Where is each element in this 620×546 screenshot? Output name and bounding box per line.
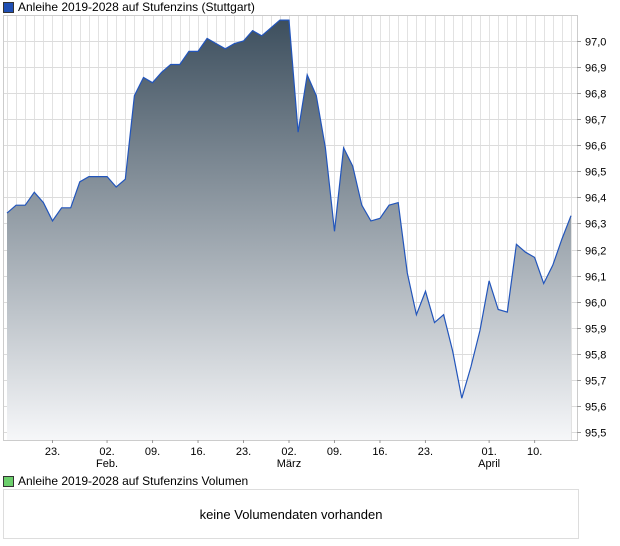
y-tick-label: 96,9 [585,63,606,75]
x-month-label: Feb. [96,458,118,470]
price-legend: Anleihe 2019-2028 auf Stufenzins (Stuttg… [3,0,255,14]
x-tick-label: 01. [481,446,496,458]
x-tick-label: 09. [327,446,342,458]
price-legend-swatch [3,1,14,13]
volume-legend-swatch [3,475,14,487]
y-axis: 95,5 95,6 95,7 95,8 95,9 96,0 96,1 96,2 96,3 96,4… [577,37,606,440]
x-tick-label: 16. [372,446,387,458]
volume-legend-label: Anleihe 2019-2028 auf Stufenzins Volumen [18,474,249,488]
x-month-label: März [277,458,301,470]
plot-frame [3,15,578,441]
y-tick-label: 96,8 [585,89,606,101]
x-tick-label: 16. [190,446,205,458]
price-chart: 95,5 95,6 95,7 95,8 95,9 96,0 96,1 96,2 96,3 96,4… [3,15,606,470]
y-tick-label: 96,5 [585,167,606,179]
volume-empty-message: keine Volumendaten vorhanden [199,506,383,522]
y-tick-label: 96,0 [585,298,606,310]
y-tick-label: 95,7 [585,376,606,388]
y-tick-label: 95,8 [585,350,606,362]
y-tick-label: 95,9 [585,324,606,336]
y-tick-label: 97,0 [585,37,606,49]
y-tick-label: 96,4 [585,193,606,205]
x-tick-label: 23. [236,446,251,458]
price-area [7,20,571,440]
x-month-label: April [478,458,500,470]
y-tick-label: 95,5 [585,428,606,440]
y-tick-label: 95,6 [585,402,606,414]
y-tick-label: 96,2 [585,246,606,258]
y-tick-label: 96,3 [585,219,606,231]
volume-panel: keine Volumendaten vorhanden [3,489,579,539]
y-tick-label: 96,7 [585,115,606,127]
volume-legend: Anleihe 2019-2028 auf Stufenzins Volumen [3,474,248,488]
price-line [6,19,572,399]
y-tick-label: 96,6 [585,141,606,153]
x-tick-label: 23. [418,446,433,458]
price-legend-label: Anleihe 2019-2028 auf Stufenzins (Stuttg… [18,0,255,14]
x-tick-label: 23. [45,446,60,458]
x-tick-label: 09. [145,446,160,458]
x-tick-label: 02. [99,446,114,458]
x-tick-label: 02. [281,446,296,458]
y-tick-label: 96,1 [585,272,606,284]
x-tick-label: 10. [527,446,542,458]
